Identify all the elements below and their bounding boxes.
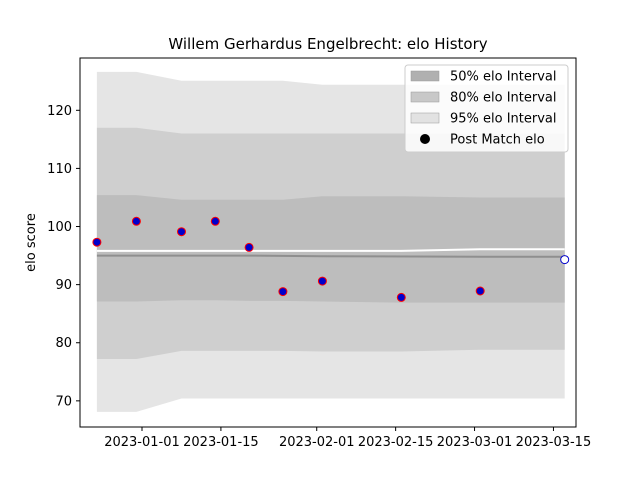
y-tick-label: 100 — [47, 220, 72, 235]
x-tick-label: 2023-03-15 — [516, 435, 592, 450]
projected-point — [560, 255, 570, 265]
confidence-bands — [96, 71, 565, 412]
trend-lines — [96, 248, 565, 258]
post-match-point — [131, 216, 141, 226]
axes-frame — [79, 57, 577, 428]
line-upper-edge — [96, 248, 565, 252]
x-tick-label: 2023-02-01 — [279, 435, 355, 450]
legend-swatch-50-elo-interval — [410, 70, 440, 82]
post-match-point — [317, 276, 327, 286]
x-tick-label: 2023-03-01 — [437, 435, 513, 450]
x-tick-label: 2023-01-15 — [183, 435, 259, 450]
x-tick-label: 2023-01-01 — [104, 435, 180, 450]
y-tick-label: 90 — [55, 278, 72, 293]
plot-area: 2023-01-01 2023-01-15 2023-02-01 2023-02-15… — [47, 57, 591, 450]
post-match-point — [278, 287, 288, 297]
legend-items: 50% elo Interval 80% elo Interval 95% elo … — [410, 70, 557, 148]
y-tick-label: 110 — [47, 162, 72, 177]
y-tick-label: 70 — [55, 394, 72, 409]
legend-box — [404, 64, 569, 153]
y-tick-label: 120 — [47, 104, 72, 119]
legend: 50% elo Interval 80% elo Interval 95% elo … — [404, 64, 569, 153]
post-match-points — [92, 216, 570, 302]
post-match-point — [210, 216, 220, 226]
post-match-point — [92, 237, 102, 247]
legend-label: 95% elo Interval — [450, 112, 557, 127]
legend-label: Post Match elo — [450, 133, 545, 148]
line-mean — [96, 254, 565, 258]
y-axis-label: elo score — [24, 213, 39, 272]
post-match-point — [244, 242, 254, 252]
post-match-point — [396, 292, 406, 302]
legend-label: 80% elo Interval — [450, 91, 557, 106]
legend-swatch-80-elo-interval — [410, 91, 440, 103]
y-tick-label: 80 — [55, 336, 72, 351]
legend-marker-post-match-elo — [420, 134, 430, 144]
legend-swatch-95-elo-interval — [410, 112, 440, 124]
chart-title: Willem Gerhardus Engelbrecht: elo Histor… — [168, 35, 487, 53]
x-tick-label: 2023-02-15 — [358, 435, 434, 450]
y-axis: 70 80 90 100 110 120 — [47, 104, 80, 409]
post-match-point — [475, 286, 485, 296]
x-axis: 2023-01-01 2023-01-15 2023-02-01 2023-02-15… — [104, 427, 591, 450]
post-match-point — [177, 227, 186, 237]
legend-label: 50% elo Interval — [450, 70, 557, 85]
